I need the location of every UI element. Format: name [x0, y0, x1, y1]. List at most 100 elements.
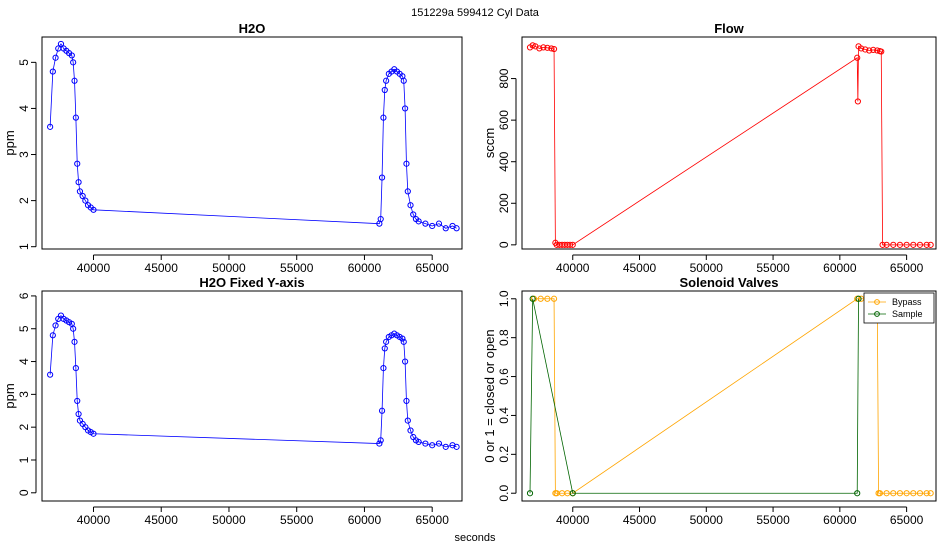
y-tick-label: 6 [17, 292, 31, 299]
panel-h2o-fixed: H2O Fixed Y-axis ppm 40000 45000 50000 55000 6… [2, 275, 463, 527]
data-point [569, 490, 576, 497]
data-point [429, 222, 436, 230]
x-tick-label: 40000 [556, 513, 590, 527]
data-point [854, 54, 861, 61]
data-point [879, 241, 886, 248]
data-point [890, 490, 897, 497]
legend: Bypass Sample [863, 292, 935, 324]
x-tick-label: 40000 [77, 513, 111, 527]
data-point [453, 225, 460, 232]
x-tick-label: 60000 [348, 261, 382, 275]
data-point [550, 45, 558, 53]
y-tick-label: 5 [17, 325, 31, 332]
y-tick-label: 5 [17, 59, 31, 66]
data-point [883, 241, 890, 248]
panel-title: Flow [714, 21, 744, 36]
y-tick-label: 0.6 [497, 368, 511, 385]
plot-frame [521, 290, 937, 502]
data-point [910, 490, 917, 497]
legend-label: Bypass [892, 297, 922, 307]
data-point [376, 440, 383, 447]
data-point [52, 54, 59, 61]
data-point [378, 174, 386, 181]
data-point [890, 241, 897, 248]
data-point [381, 86, 388, 94]
data-point [566, 241, 574, 248]
panel-title: Solenoid Valves [680, 275, 779, 290]
data-point [70, 59, 77, 66]
data-point [82, 197, 89, 204]
x-tick-label: 60000 [823, 261, 857, 275]
y-tick-label: 1 [17, 456, 31, 463]
legend-label: Sample [892, 309, 923, 319]
data-point [76, 188, 84, 195]
x-axis-label: seconds [455, 532, 496, 544]
data-point [876, 490, 884, 497]
data-point [75, 179, 82, 186]
data-point [380, 114, 387, 121]
series-line-sample [529, 298, 859, 494]
data-point [52, 322, 59, 329]
data-point [536, 45, 543, 52]
y-tick-label: 0.0 [497, 485, 511, 502]
data-point [47, 371, 54, 378]
y-tick-label: 0.8 [497, 329, 511, 346]
x-tick-label: 50000 [212, 513, 246, 527]
data-point [569, 241, 576, 248]
panel-flow: Flow sccm 40000 45000 50000 55000 60000 65000 0 2… [482, 21, 937, 275]
panel-valves: Solenoid Valves 0 or 1 = closed or open 40… [482, 275, 937, 527]
data-point [537, 295, 544, 302]
plot-frame [41, 290, 463, 502]
x-tick-label: 65000 [416, 261, 450, 275]
y-tick-label: 0 [497, 241, 511, 248]
y-tick-label: 4 [17, 358, 31, 365]
series-line-bypass [534, 298, 931, 494]
data-point [90, 430, 97, 437]
data-point [407, 427, 414, 434]
data-point [544, 44, 551, 51]
panel-h2o: H2O ppm 40000 45000 50000 55000 60000 65000 1 2 3 4… [2, 21, 463, 275]
data-point [526, 490, 534, 497]
data-point [429, 442, 436, 449]
data-point [400, 338, 407, 345]
data-point [74, 397, 81, 405]
data-point [866, 47, 873, 54]
y-tick-label: 1 [17, 243, 31, 250]
data-point [68, 52, 75, 59]
data-point [415, 218, 422, 225]
x-tick-label: 40000 [556, 261, 590, 275]
data-point [862, 46, 869, 53]
x-tick-label: 60000 [823, 513, 857, 527]
y-axis-label: ppm [2, 130, 17, 155]
data-point [403, 397, 410, 405]
y-tick-label: 3 [17, 391, 31, 398]
data-point [383, 338, 390, 345]
x-tick-label: 50000 [690, 513, 724, 527]
y-tick-label: 600 [497, 110, 511, 130]
data-point [422, 220, 429, 227]
data-point [381, 345, 388, 352]
x-tick-label: 45000 [623, 261, 657, 275]
y-tick-label: 1.0 [497, 290, 511, 307]
plot-frame [521, 36, 937, 250]
data-point [399, 335, 406, 342]
data-point [404, 188, 411, 195]
data-point [400, 77, 407, 84]
y-axis-label: sccm [482, 128, 497, 158]
data-point [72, 365, 79, 372]
x-tick-label: 55000 [280, 513, 314, 527]
data-point [404, 417, 411, 424]
data-point [435, 220, 443, 227]
data-point [383, 77, 390, 84]
data-point [923, 490, 930, 497]
x-tick-label: 65000 [416, 513, 450, 527]
data-point [854, 490, 861, 497]
y-tick-label: 200 [497, 193, 511, 213]
y-tick-label: 3 [17, 151, 31, 158]
panel-title: H2O Fixed Y-axis [199, 275, 304, 290]
y-tick-label: 400 [497, 151, 511, 171]
panel-title: H2O [239, 21, 266, 36]
data-point [415, 438, 422, 446]
figure-title: 151229a 599412 Cyl Data [411, 7, 540, 19]
